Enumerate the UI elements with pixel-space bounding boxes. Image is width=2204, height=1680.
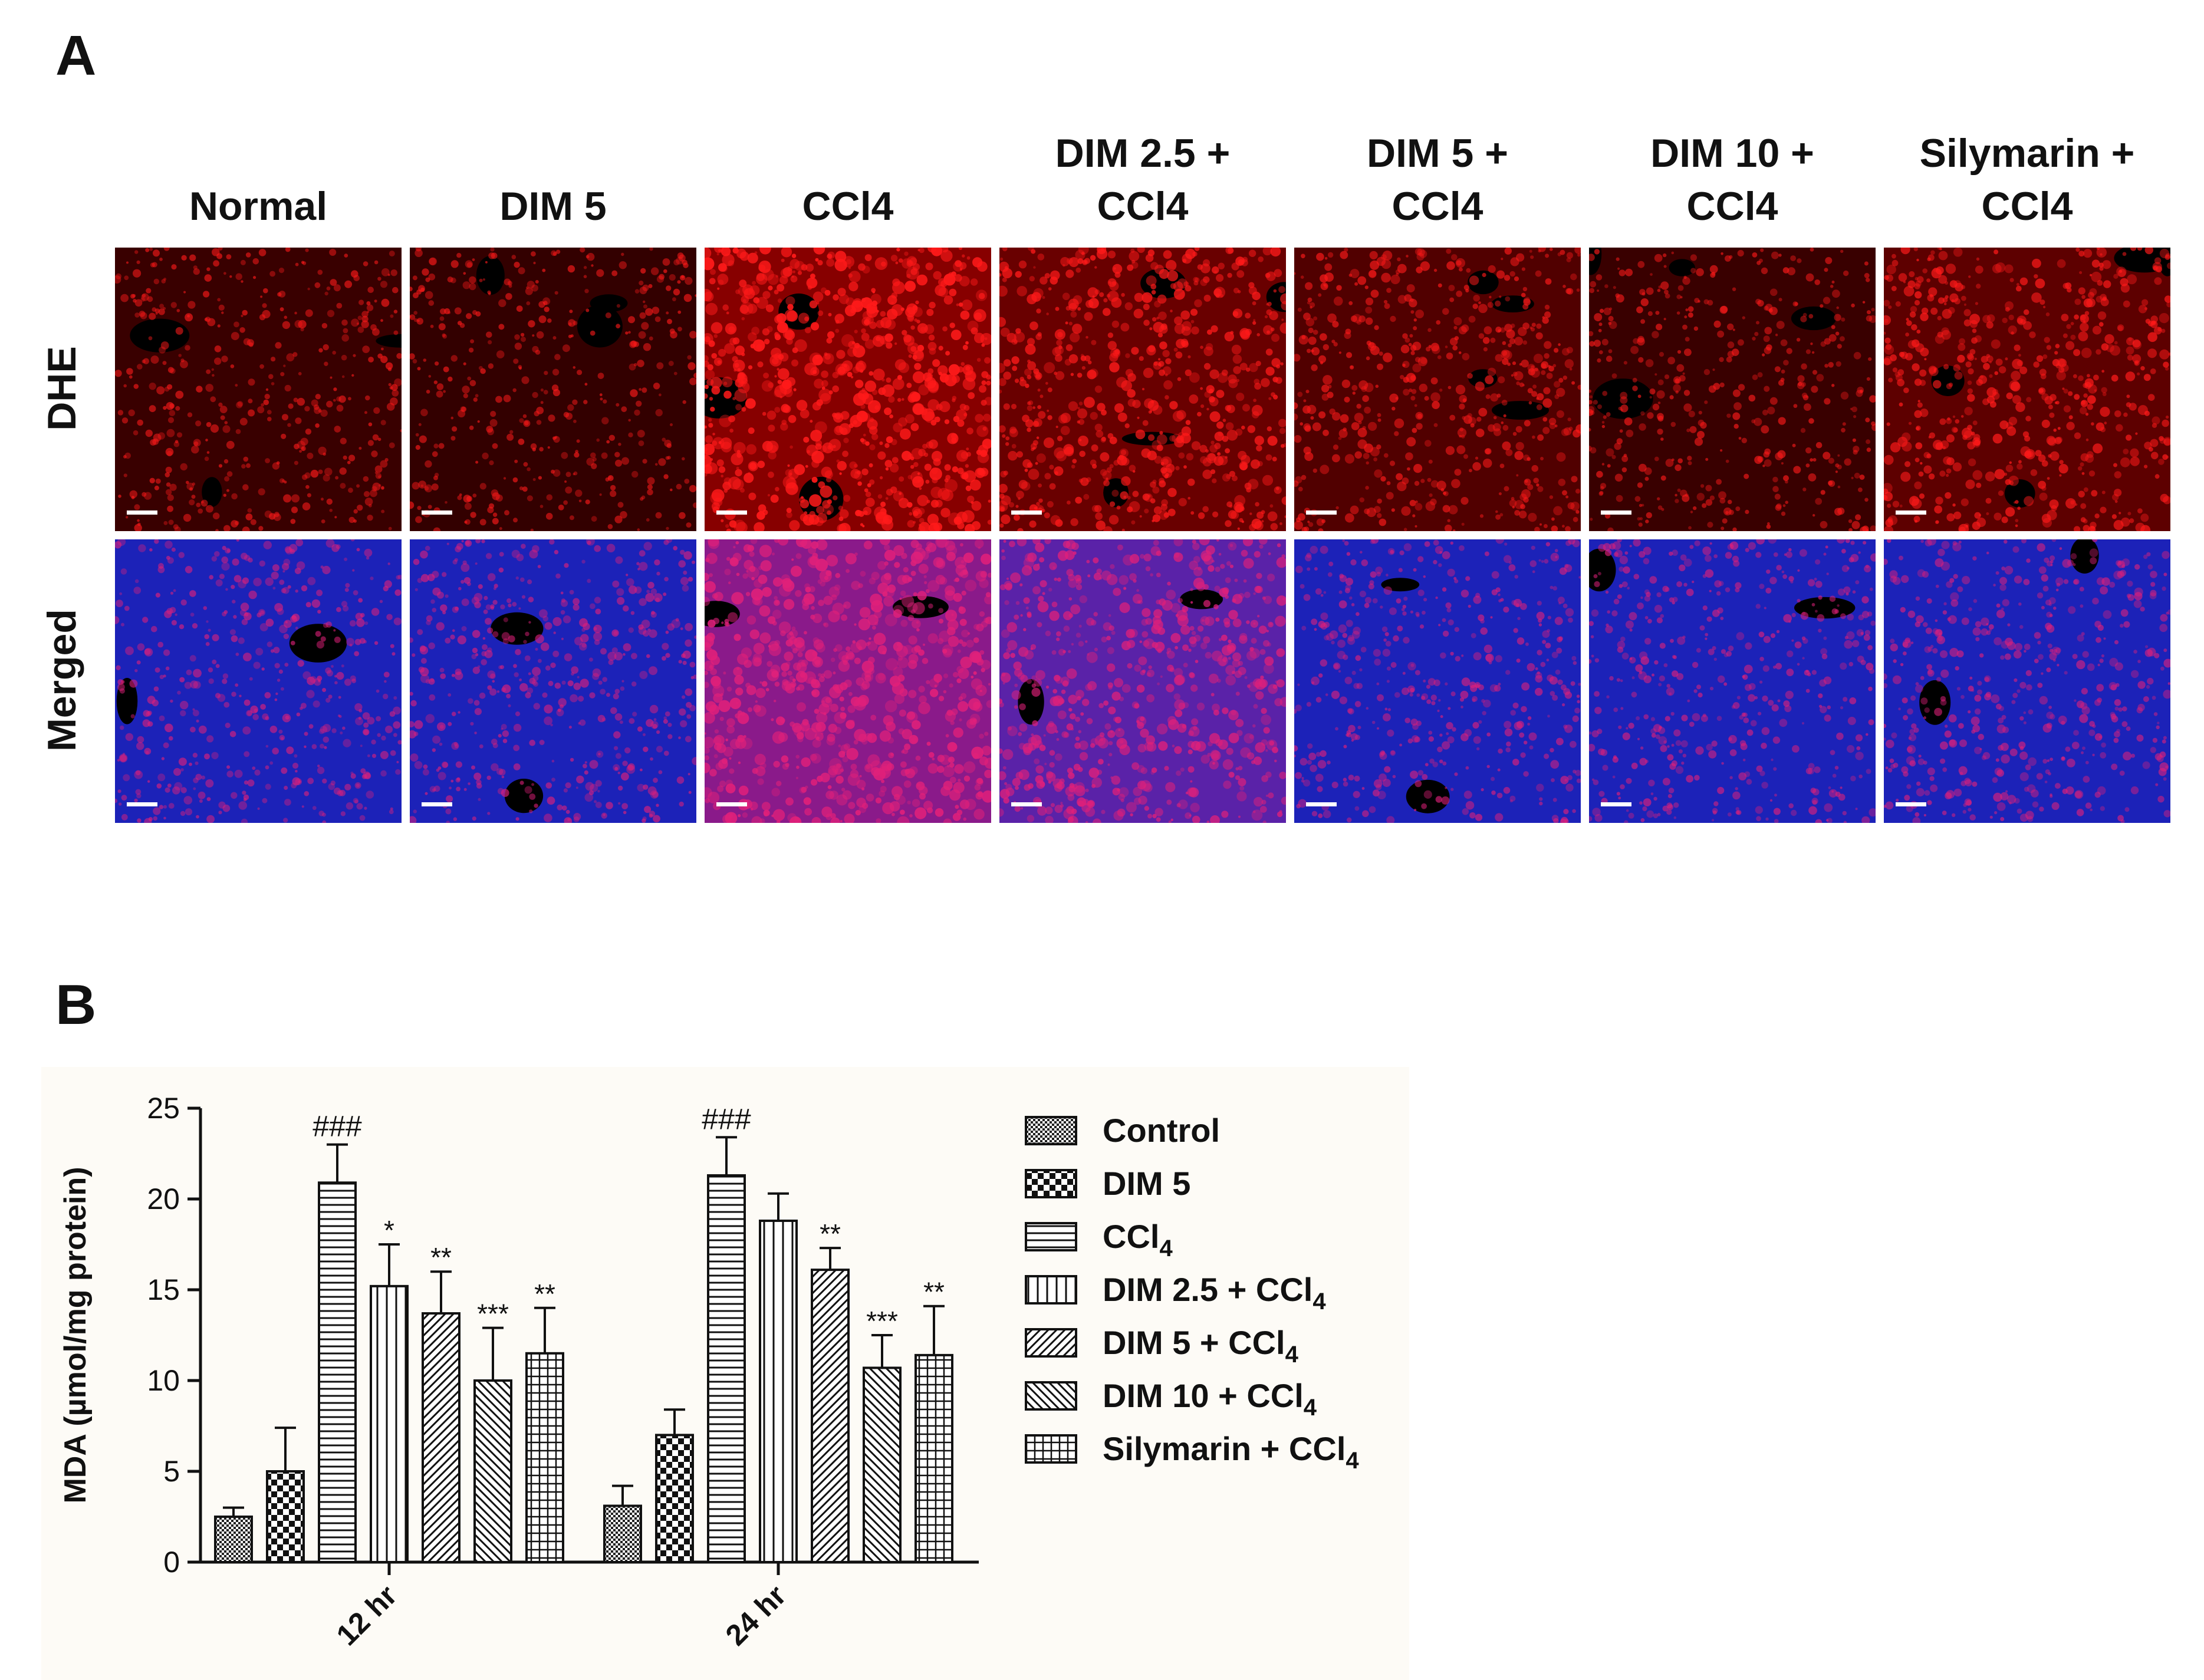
legend-label: DIM 5: [1103, 1165, 1190, 1202]
legend-swatch: [1025, 1275, 1077, 1305]
bar-CCl4: [318, 1181, 357, 1563]
significance-label: *: [384, 1215, 394, 1246]
legend-swatch: [1025, 1328, 1077, 1358]
significance-label: **: [430, 1242, 452, 1273]
column-label: DIM 5 + CCl4: [1367, 131, 1508, 229]
bar-DIM 5: [266, 1470, 305, 1563]
significance-label: **: [923, 1277, 945, 1307]
scale-bar: [127, 510, 157, 515]
legend-label: DIM 10 + CCl4: [1103, 1377, 1317, 1421]
micrograph-dhe-2: [410, 248, 696, 531]
y-tick-label: 10: [147, 1364, 180, 1397]
y-tick-label: 5: [163, 1455, 180, 1488]
micrograph-dhe-5: [1294, 248, 1581, 531]
bar-DIM 10 + CCl4: [473, 1379, 512, 1563]
legend-label: CCl4: [1103, 1218, 1173, 1261]
significance-label: **: [820, 1218, 841, 1249]
scale-bar: [1896, 802, 1926, 806]
micrograph-dhe-7: [1884, 248, 2170, 531]
column-label: DIM 2.5 + CCl4: [1055, 131, 1231, 229]
column-label: Silymarin + CCl4: [1919, 131, 2135, 229]
legend-swatch: [1025, 1116, 1077, 1145]
micrograph-dhe-1: [115, 248, 402, 531]
legend-label: DIM 5 + CCl4: [1103, 1324, 1299, 1368]
bar-Control: [603, 1504, 642, 1564]
panel-a-label: A: [55, 24, 97, 87]
bar-Control: [214, 1516, 253, 1563]
scale-bar: [422, 510, 452, 515]
micrograph-merged-5: [1294, 539, 1581, 823]
scale-bar: [716, 510, 747, 515]
micrograph-merged-2: [410, 539, 696, 823]
bar-DIM 2.5 + CCl4: [759, 1219, 798, 1563]
bar-CCl4: [707, 1174, 746, 1563]
micrograph-merged-4: [999, 539, 1286, 823]
column-label: CCl4: [802, 184, 894, 229]
bar-DIM 2.5 + CCl4: [370, 1284, 409, 1563]
row-label: Merged: [40, 609, 84, 752]
scale-bar: [1011, 510, 1042, 515]
micrograph-dhe-4: [999, 248, 1286, 531]
significance-label: ###: [312, 1110, 362, 1143]
y-axis-label: MDA (µmol/mg protein): [58, 1167, 93, 1503]
scale-bar: [422, 802, 452, 806]
scale-bar: [1011, 802, 1042, 806]
panel-b-label: B: [55, 973, 97, 1036]
scale-bar: [1306, 510, 1337, 515]
significance-label: **: [534, 1279, 555, 1309]
y-tick-label: 20: [147, 1182, 180, 1215]
scale-bar: [127, 802, 157, 806]
scale-bar: [716, 802, 747, 806]
significance-label: ***: [866, 1306, 898, 1336]
scale-bar: [1306, 802, 1337, 806]
y-tick-label: 15: [147, 1273, 180, 1306]
row-label: DHE: [40, 346, 84, 431]
micrograph-merged-6: [1589, 539, 1876, 823]
column-label: DIM 5: [499, 184, 607, 229]
bar-DIM 5 + CCl4: [811, 1269, 850, 1563]
micrograph-merged-3: [705, 539, 991, 823]
scale-bar: [1896, 510, 1926, 515]
column-label: Normal: [189, 184, 328, 229]
legend-label: Control: [1103, 1112, 1220, 1149]
micrograph-dhe-3: [705, 248, 991, 531]
micrograph-merged-1: [115, 539, 402, 823]
legend-swatch: [1025, 1169, 1077, 1198]
bar-DIM 5 + CCl4: [422, 1312, 460, 1563]
micrograph-merged-7: [1884, 539, 2170, 823]
bar-Silymarin + CCl4: [525, 1352, 564, 1563]
column-label: DIM 10 + CCl4: [1650, 131, 1814, 229]
legend-swatch: [1025, 1222, 1077, 1251]
bar-Silymarin + CCl4: [915, 1353, 953, 1563]
scale-bar: [1601, 510, 1631, 515]
legend-label: DIM 2.5 + CCl4: [1103, 1271, 1326, 1315]
scale-bar: [1601, 802, 1631, 806]
y-tick-label: 25: [147, 1092, 180, 1125]
bar-DIM 10 + CCl4: [863, 1366, 902, 1563]
y-tick-label: 0: [163, 1546, 180, 1579]
significance-label: ###: [702, 1102, 751, 1135]
bar-DIM 5: [655, 1434, 694, 1564]
significance-label: ***: [477, 1299, 509, 1329]
legend-swatch: [1025, 1434, 1077, 1464]
legend-swatch: [1025, 1381, 1077, 1411]
micrograph-dhe-6: [1589, 248, 1876, 531]
legend-label: Silymarin + CCl4: [1103, 1430, 1359, 1474]
